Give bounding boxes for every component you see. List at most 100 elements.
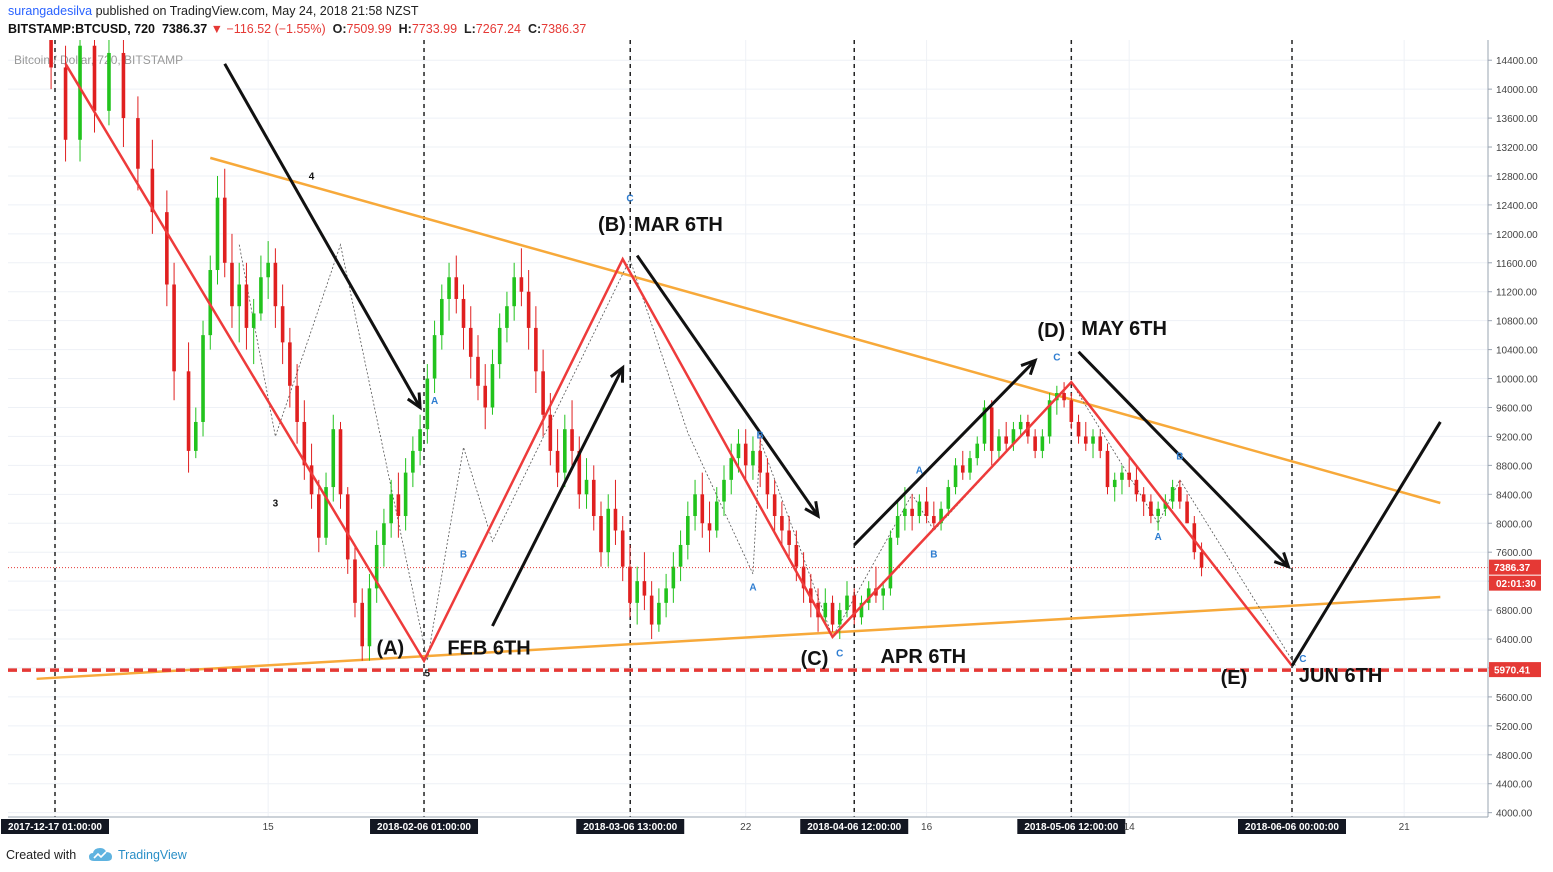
wave-date-label: MAR 6TH: [634, 214, 723, 236]
candle: [563, 429, 567, 473]
symbol-name: BITSTAMP:BTCUSD, 720: [8, 22, 156, 36]
wave-date-label: JUN 6TH: [1299, 665, 1382, 687]
time-axis[interactable]: 2017-12-17 01:00:00 15 2018-02-06 01:00:00…: [1, 816, 1488, 834]
candle: [107, 52, 111, 111]
sub-wave-label: B: [1176, 452, 1183, 463]
candle: [975, 443, 980, 459]
candle: [989, 407, 994, 451]
candle: [968, 458, 972, 473]
candle: [1170, 487, 1175, 502]
price-tick-label: 11200.00: [1496, 288, 1537, 299]
sub-wave-label: B: [930, 549, 937, 560]
candle: [454, 277, 459, 299]
wave-date-label: FEB 6TH: [447, 638, 530, 660]
candle: [440, 298, 444, 336]
candle: [1112, 479, 1117, 488]
arrow-head-icon: [1273, 551, 1291, 570]
candle: [251, 313, 256, 328]
candle: [541, 371, 545, 415]
price-change: −116.52 (−1.55%): [226, 22, 326, 36]
arrows: [223, 63, 1291, 627]
candle: [230, 262, 234, 307]
candle: [295, 385, 299, 422]
sub-wave-labels: 3 4 5 A B C A B C A B C A B C: [273, 172, 1307, 680]
candle: [461, 298, 466, 328]
down-triangle-icon: ▼: [210, 22, 224, 36]
wave-label: (B): [598, 214, 626, 236]
candle: [447, 277, 451, 299]
candle: [1069, 400, 1074, 422]
candle: [939, 508, 943, 524]
candle: [273, 262, 278, 307]
candle: [266, 262, 270, 278]
time-marker-label: 2017-12-17 01:00:00: [8, 822, 102, 833]
candle: [584, 479, 589, 495]
candle: [635, 581, 639, 603]
candle: [519, 277, 524, 292]
tradingview-cloud-icon[interactable]: [88, 846, 114, 864]
candle: [664, 588, 668, 603]
candle: [526, 291, 531, 328]
price-axis[interactable]: 4000.004400.004800.005200.005600.006000.…: [1487, 40, 1541, 820]
chart-background: [0, 40, 1553, 838]
candle: [1076, 421, 1081, 437]
arrow-shaft: [491, 367, 625, 627]
chart-title: Bitcoin / Dollar, 720, BITSTAMP: [14, 53, 183, 67]
candle: [280, 306, 285, 343]
candle: [946, 487, 951, 509]
sub-wave-label: 4: [309, 172, 315, 183]
price-tick-label: 12800.00: [1496, 172, 1538, 183]
time-tick-label: 15: [263, 822, 275, 833]
arrow-head-icon: [406, 392, 422, 411]
wave-labels: (A) FEB 6TH (B) MAR 6TH (C) APR 6TH (D) MAY 6TH…: [376, 214, 1382, 689]
candle: [758, 450, 762, 473]
candle: [186, 371, 191, 451]
author-link[interactable]: surangadesilva: [8, 4, 93, 18]
candle: [1127, 472, 1131, 480]
candle: [302, 421, 307, 466]
price-chart[interactable]: Bitcoin / Dollar, 720, BITSTAMP 3 4 5 A B C A B…: [0, 40, 1553, 838]
arrow-shaft: [223, 63, 422, 409]
candle: [338, 429, 343, 495]
candle: [1033, 436, 1037, 451]
price-tick-label: 14000.00: [1496, 85, 1538, 96]
candle: [150, 168, 155, 213]
time-marker-tag: [576, 819, 685, 834]
sub-wave-label: A: [1155, 532, 1162, 543]
candle: [411, 450, 415, 473]
countdown-label: 02:01:30: [1496, 579, 1536, 590]
trendline-lower: [36, 595, 1441, 681]
price-tick-label: 5600.00: [1496, 693, 1533, 704]
time-marker-label: 2018-05-06 12:00:00: [1024, 822, 1118, 833]
candle: [1011, 429, 1016, 444]
candle: [237, 284, 242, 307]
candle: [657, 602, 661, 625]
price-tick-label: 10400.00: [1496, 346, 1538, 357]
candle: [903, 508, 907, 517]
candle: [678, 544, 683, 567]
candle: [866, 588, 871, 603]
price-tick-label: 9600.00: [1496, 403, 1533, 414]
candle: [953, 465, 958, 488]
wave-label: (C): [801, 648, 829, 670]
price-tick-label: 6400.00: [1496, 635, 1533, 646]
candle: [345, 494, 350, 560]
candle: [1105, 450, 1110, 488]
candle: [476, 356, 480, 386]
tradingview-brand[interactable]: TradingView: [118, 848, 187, 862]
date-markers: [54, 40, 1293, 817]
candle: [1091, 436, 1095, 444]
candle: [555, 450, 560, 473]
candle: [859, 602, 864, 618]
sub-wave-label: A: [431, 396, 438, 407]
sub-wave-label: C: [626, 193, 633, 204]
candle: [49, 40, 53, 68]
candle: [396, 494, 401, 517]
candle: [982, 407, 987, 444]
candle: [671, 566, 676, 589]
projection-line: [1290, 421, 1442, 667]
candle: [960, 465, 965, 473]
trendline-upper: [209, 156, 1441, 505]
candle: [1047, 400, 1052, 437]
time-marker-label: 2018-03-06 13:00:00: [583, 822, 677, 833]
